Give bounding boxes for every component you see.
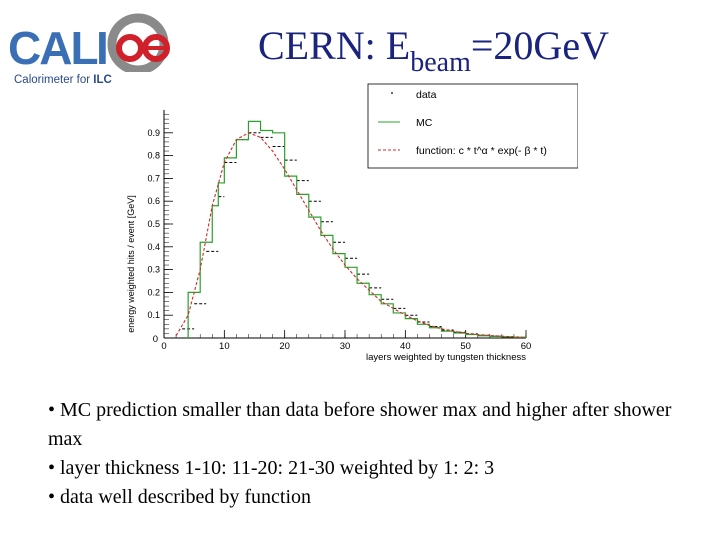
legend-entry-label: data	[416, 89, 437, 101]
y-tick-label: 0.5	[147, 219, 160, 229]
y-tick-label: 0.4	[147, 242, 160, 252]
x-tick-label: 50	[460, 341, 471, 352]
bullet-item: • layer thickness 1-10: 11-20: 21-30 wei…	[48, 457, 495, 479]
calice-logo-graphic: CAL I	[8, 13, 170, 75]
y-tick-label: 0.7	[147, 173, 160, 183]
legend-box	[367, 83, 579, 169]
y-origin-label: 0	[153, 334, 158, 345]
function-fit-line	[175, 132, 527, 338]
y-tick-label: 0.3	[147, 265, 160, 275]
logo-red-e-bar	[147, 46, 165, 50]
calice-logo: CAL I Calorimeter for ILC	[4, 6, 174, 86]
y-tick-label: 0.6	[147, 196, 160, 206]
legend-sample-data	[391, 92, 393, 94]
logo-red-e	[142, 34, 170, 62]
chart-svg: 0 10 20 30 40 50 60 0.1 0.2 0.3 0.4 0.5 0.6 0.7 0.8 0.9…	[126, 83, 579, 363]
logo-wordmark-i: I	[96, 22, 109, 72]
legend-entry-label: function: c * t^α * exp(- β * t)	[416, 145, 547, 157]
x-tick-label: 40	[400, 341, 411, 352]
bullet-item: • data well described by function	[48, 486, 312, 508]
y-axis-label: energy weighted hits / event [GeV]	[126, 195, 136, 333]
logo-wordmark-cal: CAL	[8, 22, 97, 72]
logo-red-c	[116, 34, 144, 62]
x-tick-label: 60	[521, 341, 532, 352]
chart: 0 10 20 30 40 50 60 0.1 0.2 0.3 0.4 0.5 0.6 0.7 0.8 0.9…	[118, 80, 579, 370]
bullet-item: • MC prediction smaller than data before…	[48, 399, 672, 450]
y-tick-label: 0.9	[147, 128, 160, 138]
slide-title: CERN: Ebeam=20GeV	[258, 23, 609, 78]
bullet-list: • MC prediction smaller than data before…	[48, 396, 688, 512]
y-tick-label: 0.2	[147, 287, 160, 297]
logo-subtitle: Calorimeter for ILC	[14, 74, 112, 86]
y-tick-label: 0.1	[147, 310, 160, 320]
x-tick-label: 30	[340, 341, 351, 352]
x-tick-label: 20	[279, 341, 290, 352]
x-tick-label: 10	[219, 341, 230, 352]
x-axis-label: layers weighted by tungsten thickness	[366, 352, 526, 363]
mc-histogram-line	[187, 120, 526, 338]
legend-entry-label: MC	[416, 117, 433, 129]
y-tick-label: 0.8	[147, 151, 160, 161]
x-tick-label: 0	[161, 341, 166, 352]
